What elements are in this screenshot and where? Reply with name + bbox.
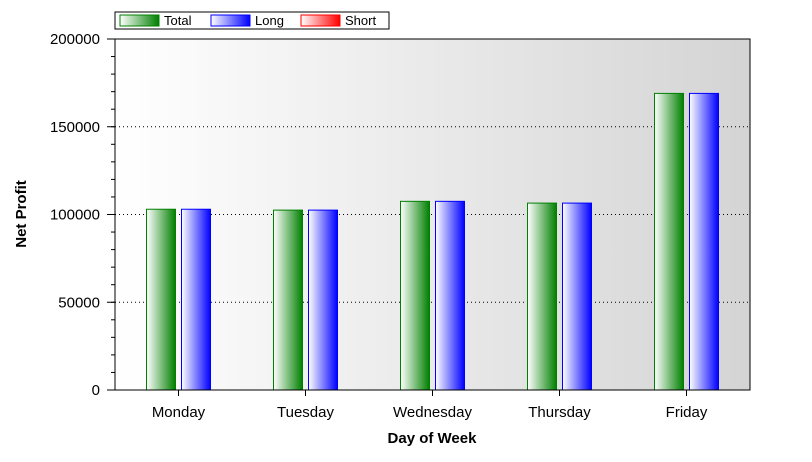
y-tick-label: 200000 bbox=[50, 31, 100, 48]
legend-label-total: Total bbox=[164, 13, 192, 28]
legend-swatch-long bbox=[210, 14, 251, 27]
legend-swatch-total bbox=[119, 14, 160, 27]
legend: Total Long Short bbox=[114, 11, 390, 30]
y-tick-label: 0 bbox=[92, 382, 100, 399]
y-axis-title: Net Profit bbox=[13, 180, 30, 248]
legend-label-long: Long bbox=[255, 13, 284, 28]
x-tick-label: Tuesday bbox=[277, 404, 334, 421]
bar-long-monday bbox=[181, 208, 211, 391]
legend-label-short: Short bbox=[345, 13, 376, 28]
y-tick-label: 150000 bbox=[50, 119, 100, 136]
x-axis: Monday Tuesday Wednesday Thursday Friday bbox=[152, 390, 708, 421]
x-tick-label: Friday bbox=[666, 404, 708, 421]
bar-long-wednesday bbox=[435, 200, 465, 391]
legend-swatch-short bbox=[300, 14, 341, 27]
bars bbox=[146, 92, 719, 391]
bar-total-wednesday bbox=[400, 200, 430, 391]
plot-area bbox=[115, 39, 750, 390]
x-tick-label: Monday bbox=[152, 404, 206, 421]
x-tick-label: Thursday bbox=[528, 404, 591, 421]
bar-total-thursday bbox=[527, 202, 557, 391]
bar-long-thursday bbox=[562, 202, 592, 391]
bar-long-friday bbox=[689, 92, 719, 391]
bar-total-tuesday bbox=[273, 209, 303, 391]
bar-total-monday bbox=[146, 208, 176, 391]
bar-long-tuesday bbox=[308, 209, 338, 391]
bar-total-friday bbox=[654, 92, 684, 391]
y-tick-label: 100000 bbox=[50, 207, 100, 224]
y-axis: 0 50000 100000 150000 200000 bbox=[50, 31, 115, 399]
x-tick-label: Wednesday bbox=[393, 404, 472, 421]
y-tick-label: 50000 bbox=[58, 294, 100, 311]
x-axis-title: Day of Week bbox=[388, 430, 478, 447]
